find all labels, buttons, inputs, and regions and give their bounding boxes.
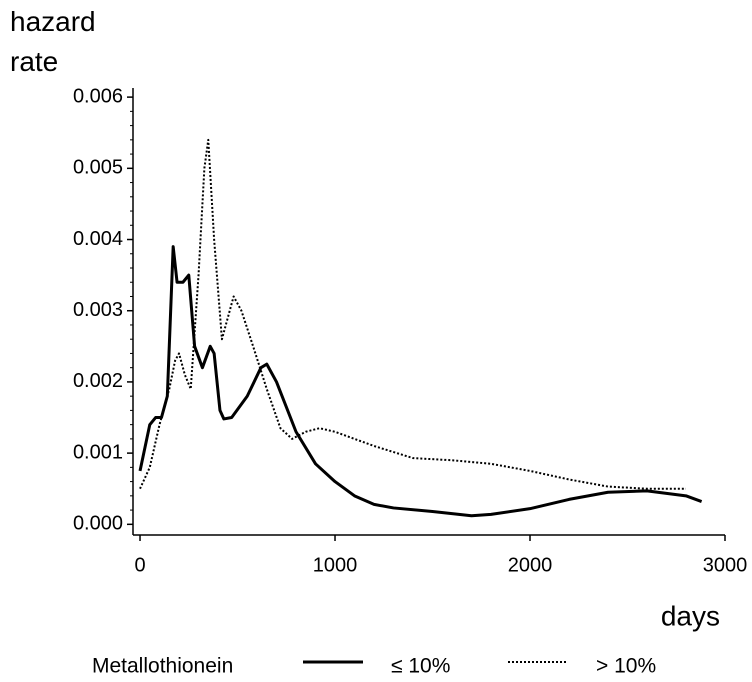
x-tick-label: 3000: [703, 554, 748, 576]
y-tick-label: 0.003: [73, 299, 123, 321]
line-series: [139, 138, 686, 490]
y-axis-label: hazard rate: [10, 6, 96, 77]
legend-label: > 10%: [596, 655, 656, 678]
y-tick-label: 0.001: [73, 441, 123, 463]
y-tick-label: 0.002: [73, 370, 123, 392]
x-tick-label: 2000: [508, 554, 553, 576]
x-axis-label: days: [661, 600, 720, 631]
x-tick-label: 0: [134, 554, 145, 576]
y-tick-label: 0.004: [73, 228, 123, 250]
x-tick-label: 1000: [313, 554, 358, 576]
line-series: [138, 245, 703, 518]
legend-label: ≤ 10%: [391, 655, 450, 678]
y-tick-label: 0.005: [73, 157, 123, 179]
legend-title: Metallothionein: [92, 655, 233, 678]
y-tick-label: 0.006: [73, 85, 123, 107]
y-tick-label: 0.000: [73, 513, 123, 535]
